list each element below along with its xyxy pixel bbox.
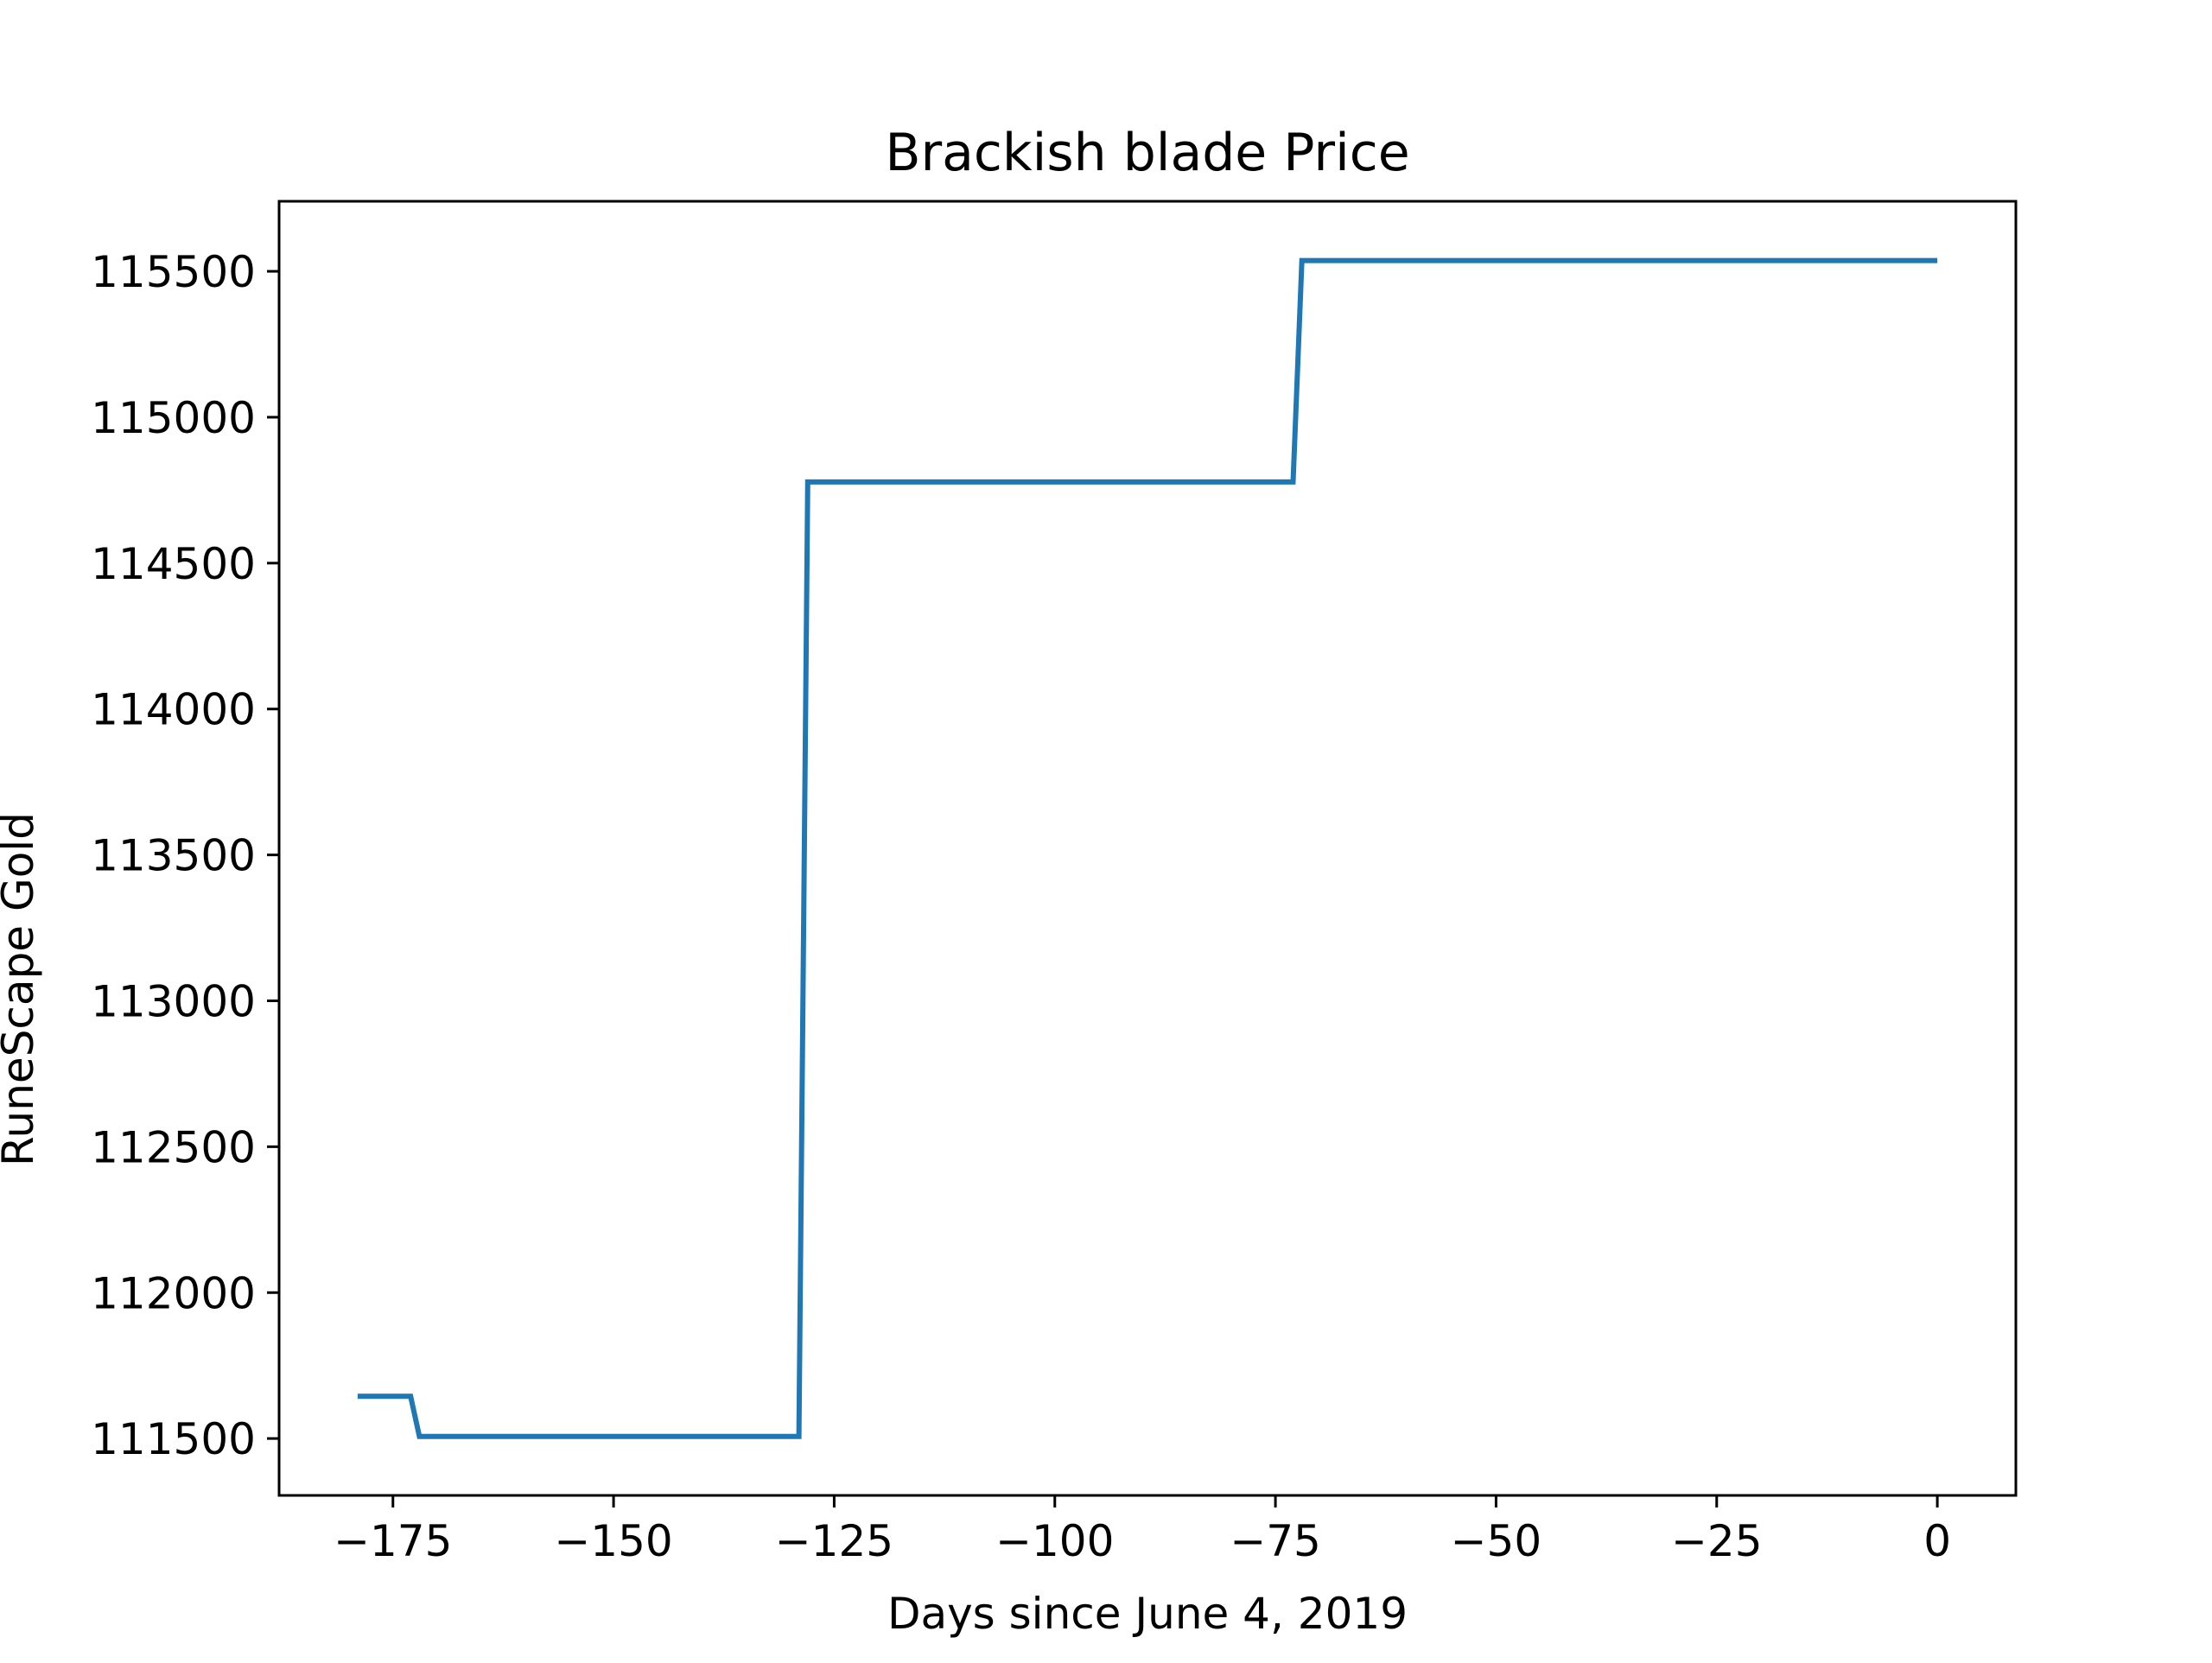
y-tick-label: 113500 bbox=[91, 831, 256, 881]
x-axis-label: Days since June 4, 2019 bbox=[887, 1589, 1408, 1639]
x-tick-label: −100 bbox=[995, 1516, 1114, 1566]
y-tick-label: 113000 bbox=[91, 976, 256, 1026]
y-tick-label: 115500 bbox=[91, 247, 256, 297]
y-axis-label: RuneScape Gold bbox=[0, 812, 43, 1166]
y-tick-label: 112000 bbox=[91, 1268, 256, 1318]
y-axis: 111500 112000 112500 113000 113500 114000 1145… bbox=[91, 247, 279, 1464]
x-tick-label: −50 bbox=[1451, 1516, 1542, 1566]
x-tick-label: −125 bbox=[775, 1516, 893, 1566]
y-tick-label: 115000 bbox=[91, 393, 256, 443]
x-tick-label: −75 bbox=[1230, 1516, 1321, 1566]
chart-title: Brackish blade Price bbox=[885, 123, 1409, 183]
x-axis: −175 −150 −125 −100 −75 −50 −25 0 bbox=[334, 1495, 1951, 1566]
x-tick-label: −25 bbox=[1671, 1516, 1763, 1566]
x-tick-label: 0 bbox=[1923, 1516, 1951, 1566]
x-tick-label: −175 bbox=[334, 1516, 452, 1566]
y-tick-label: 114000 bbox=[91, 685, 256, 735]
y-tick-label: 111500 bbox=[91, 1414, 256, 1464]
y-tick-label: 114500 bbox=[91, 539, 256, 589]
y-tick-label: 112500 bbox=[91, 1122, 256, 1172]
x-tick-label: −150 bbox=[554, 1516, 672, 1566]
price-series-line bbox=[357, 257, 1938, 1439]
plot-frame bbox=[277, 200, 2018, 1497]
series-layer bbox=[357, 257, 1938, 1439]
